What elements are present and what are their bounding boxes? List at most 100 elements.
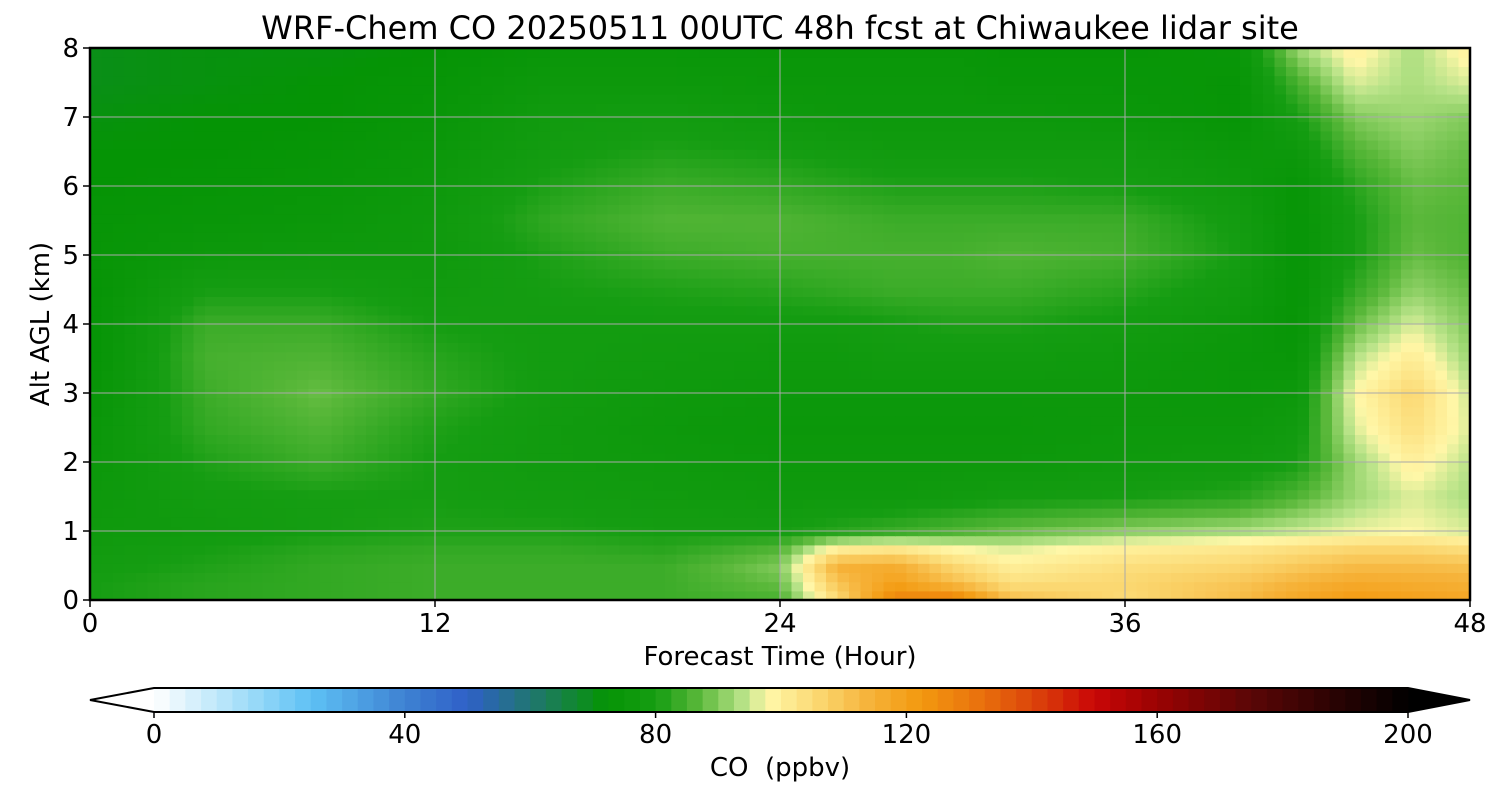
heatmap-cell — [377, 416, 390, 426]
heatmap-cell — [837, 480, 850, 491]
heatmap-cell — [147, 425, 160, 435]
heatmap-cell — [906, 370, 919, 380]
heatmap-cell — [1228, 443, 1241, 454]
heatmap-cell — [1171, 287, 1184, 297]
heatmap-cell — [1102, 480, 1115, 491]
heatmap-cell — [573, 259, 586, 270]
heatmap-cell — [504, 572, 517, 583]
heatmap-cell — [515, 351, 528, 362]
heatmap-cell — [193, 517, 206, 527]
heatmap-cell — [952, 590, 965, 600]
heatmap-cell — [1021, 397, 1034, 408]
heatmap-cell — [584, 563, 597, 573]
heatmap-cell — [619, 508, 632, 518]
heatmap-cell — [1113, 370, 1126, 380]
heatmap-cell — [1044, 581, 1057, 592]
heatmap-cell — [780, 314, 793, 325]
heatmap-cell — [1389, 305, 1402, 316]
heatmap-cell — [504, 241, 517, 251]
heatmap-cell — [653, 554, 666, 564]
heatmap-cell — [1010, 462, 1023, 472]
heatmap-cell — [883, 462, 896, 472]
heatmap-cell — [1159, 370, 1172, 380]
heatmap-cell — [699, 489, 712, 500]
heatmap-cell — [1458, 471, 1470, 481]
heatmap-cell — [1067, 232, 1080, 242]
heatmap-cell — [780, 213, 793, 224]
heatmap-cell — [101, 554, 114, 564]
heatmap-cell — [918, 544, 931, 555]
heatmap-cell — [1389, 480, 1402, 491]
heatmap-cell — [653, 498, 666, 509]
heatmap-cell — [400, 517, 413, 527]
heatmap-cell — [1274, 324, 1287, 334]
heatmap-cell — [504, 434, 517, 445]
heatmap-cell — [872, 498, 885, 509]
heatmap-cell — [262, 471, 275, 481]
heatmap-cell — [1240, 416, 1253, 426]
heatmap-cell — [1424, 554, 1437, 564]
heatmap-cell — [791, 508, 804, 518]
heatmap-cell — [676, 305, 689, 316]
heatmap-cell — [239, 471, 252, 481]
heatmap-cell — [883, 581, 896, 592]
heatmap-cell — [803, 563, 816, 573]
heatmap-cell — [584, 370, 597, 380]
heatmap-cell — [1274, 360, 1287, 371]
heatmap-cell — [1228, 489, 1241, 500]
heatmap-cell — [964, 305, 977, 316]
heatmap-cell — [182, 360, 195, 371]
heatmap-cell — [987, 324, 1000, 334]
heatmap-cell — [722, 351, 735, 362]
heatmap-cell — [745, 535, 758, 546]
heatmap-cell — [803, 222, 816, 233]
heatmap-cell — [619, 222, 632, 233]
heatmap-cell — [228, 535, 241, 546]
heatmap-cell — [561, 370, 574, 380]
heatmap-cell — [308, 443, 321, 454]
heatmap-cell — [998, 581, 1011, 592]
heatmap-cell — [1079, 452, 1092, 463]
heatmap-cell — [205, 296, 218, 307]
heatmap-cell — [1228, 554, 1241, 564]
heatmap-cell — [193, 351, 206, 362]
heatmap-cell — [274, 232, 287, 242]
heatmap-cell — [550, 590, 563, 600]
heatmap-cell — [1148, 379, 1161, 389]
heatmap-cell — [1435, 342, 1448, 353]
heatmap-cell — [1297, 489, 1310, 500]
heatmap-cell — [101, 370, 114, 380]
heatmap-cell — [481, 590, 494, 600]
heatmap-cell — [596, 581, 609, 592]
heatmap-cell — [1159, 508, 1172, 518]
heatmap-cell — [964, 508, 977, 518]
heatmap-cell — [860, 590, 873, 600]
heatmap-cell — [1355, 480, 1368, 491]
heatmap-cell — [1159, 222, 1172, 233]
heatmap-cell — [757, 554, 770, 564]
heatmap-cell — [1228, 287, 1241, 297]
heatmap-cell — [90, 581, 103, 592]
heatmap-cell — [1228, 563, 1241, 573]
heatmap-cell — [964, 443, 977, 454]
heatmap-cell — [90, 351, 103, 362]
heatmap-cell — [722, 278, 735, 288]
heatmap-cell — [274, 517, 287, 527]
heatmap-cell — [1113, 462, 1126, 472]
heatmap-cell — [423, 572, 436, 583]
heatmap-cell — [469, 333, 482, 343]
heatmap-cell — [1182, 305, 1195, 316]
heatmap-cell — [492, 498, 505, 509]
heatmap-cell — [228, 333, 241, 343]
heatmap-cell — [1136, 397, 1149, 408]
heatmap-cell — [1412, 416, 1425, 426]
heatmap-cell — [343, 213, 356, 224]
heatmap-cell — [228, 397, 241, 408]
heatmap-cell — [389, 296, 402, 307]
heatmap-cell — [941, 314, 954, 325]
heatmap-cell — [1401, 379, 1414, 389]
heatmap-cell — [297, 462, 310, 472]
heatmap-cell — [1182, 232, 1195, 242]
heatmap-cell — [918, 563, 931, 573]
heatmap-cell — [1067, 535, 1080, 546]
